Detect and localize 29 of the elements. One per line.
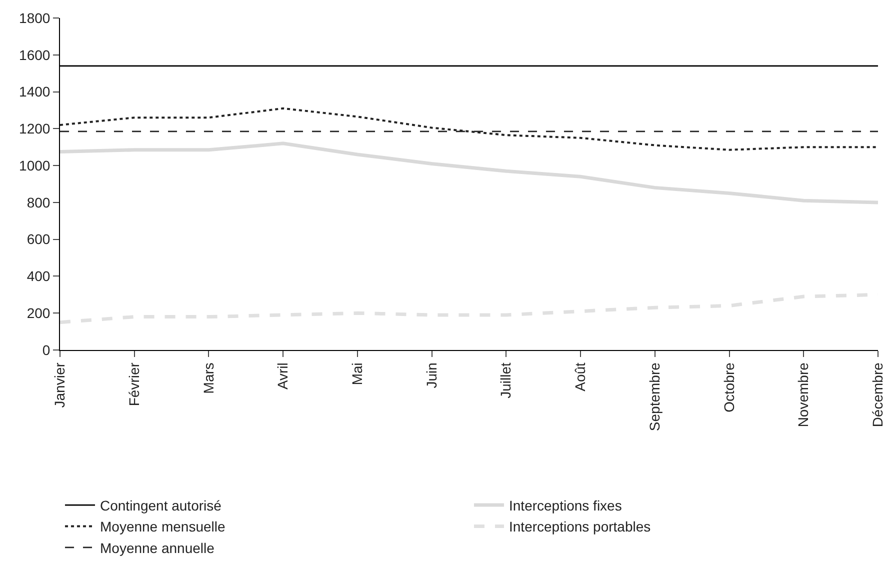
x-tick-label: Juillet <box>498 362 514 398</box>
legend-label: Interceptions portables <box>509 518 651 535</box>
x-tick-label: Mars <box>200 362 216 394</box>
x-tick-label: Décembre <box>870 362 886 428</box>
y-tick-label: 1200 <box>19 120 50 137</box>
y-tick-label: 1400 <box>19 84 50 100</box>
x-tick-label: Mai <box>349 362 365 386</box>
y-tick-label: 400 <box>26 268 50 284</box>
y-tick-label: 0 <box>42 342 50 358</box>
y-tick-label: 200 <box>26 305 50 322</box>
x-tick-label: Février <box>126 362 142 406</box>
legend-label: Moyenne mensuelle <box>100 518 226 535</box>
legend-label: Moyenne annuelle <box>100 540 215 556</box>
x-tick-label: Novembre <box>795 362 812 428</box>
x-tick-label: Avril <box>274 362 291 390</box>
x-tick-label: Octobre <box>720 362 737 412</box>
x-tick-label: Juin <box>423 362 440 388</box>
y-tick-label: 1000 <box>19 157 50 174</box>
x-tick-label: Août <box>572 362 588 392</box>
line-series <box>60 107 878 151</box>
y-tick-label: 1800 <box>19 10 50 26</box>
legend-label: Contingent autorisé <box>100 498 222 514</box>
y-tick-label: 800 <box>26 194 50 210</box>
y-tick-label: 600 <box>26 231 50 248</box>
x-tick-label: Septembre <box>646 362 662 432</box>
x-tick-label: Janvier <box>52 362 68 408</box>
line-series <box>60 142 878 204</box>
legend-label: Interceptions fixes <box>509 498 622 514</box>
y-tick-label: 1600 <box>19 46 50 63</box>
